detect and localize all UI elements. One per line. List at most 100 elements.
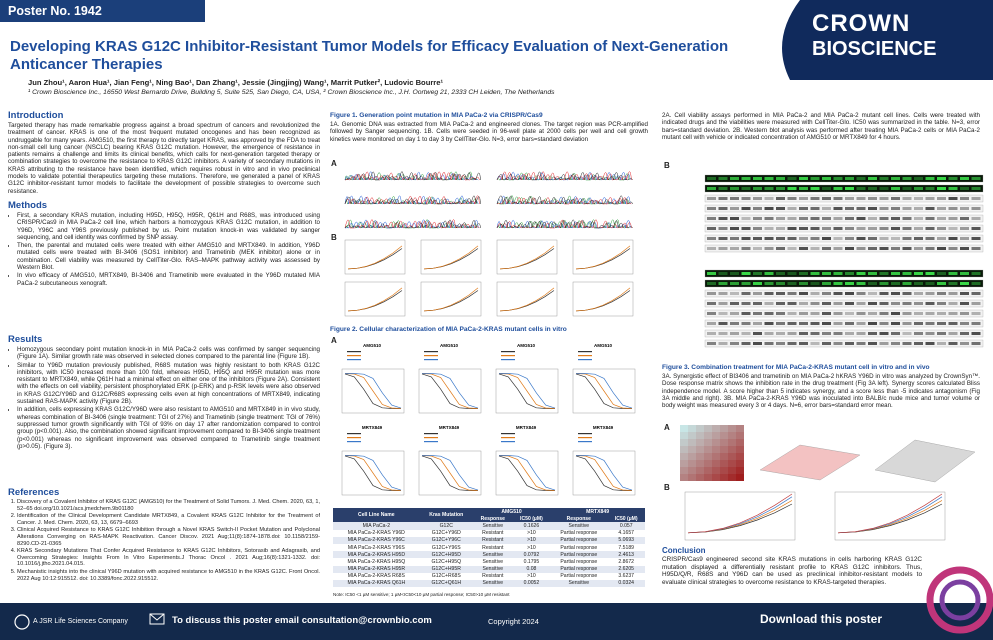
blot-band [787,217,797,220]
blot-band [741,272,751,275]
blot-band [741,227,751,230]
plot-line [837,503,943,534]
blot-band [960,272,969,275]
blot-band [833,197,843,200]
blot-band [776,207,785,210]
blot-band [764,272,774,275]
blot-band [925,247,935,250]
blot-band [718,322,728,325]
plot-line [421,455,479,491]
blot-band [764,322,774,325]
plot-frame [341,450,405,496]
blot-band [937,332,946,335]
table-cell: Sensitive [472,579,513,588]
blot-band [845,177,854,180]
blot-band [845,217,854,220]
blot-band [902,342,912,345]
table-cell: MIA PaCa-2-KRAS Y96S [347,544,405,551]
table-cell: Partial response [560,530,598,537]
heatmap-cell [704,474,712,481]
blot-band [845,322,854,325]
blot-band [971,302,981,305]
heatmap-cell [720,439,728,446]
table-cell: G12C+H95Q [431,558,462,565]
blot-band [960,207,969,210]
blot-band [845,187,854,190]
legend-swatch [347,441,361,443]
blot-band [914,187,923,190]
blot-band [741,302,751,305]
legend-swatch [347,351,361,353]
blot-band [810,187,820,190]
blot-band [799,282,808,285]
blot-band [810,217,820,220]
heatmap-cell [712,425,720,432]
blot-band [741,217,751,220]
table-cell: >10 [527,530,536,537]
blot-band [845,272,854,275]
plot-line [575,373,633,409]
blot-band [776,227,785,230]
blot-band [833,322,843,325]
blot-band [937,292,946,295]
table-cell: 0.08 [512,565,551,573]
heatmap-cell [680,439,688,446]
blot-band [845,282,854,285]
blot-band [960,342,969,345]
legend-swatch [501,355,515,357]
table-cell: MIA PaCa-2-KRAS Y96C [333,536,420,544]
figure-title: Figure 1. Generation point mutation in M… [330,112,543,119]
blot-band [730,332,739,335]
blot-band [776,282,785,285]
blot-band [764,247,774,250]
blot-band [902,237,912,240]
blot-band [879,332,889,335]
mail-icon [149,613,165,621]
download-link[interactable]: Download this poster [760,612,883,626]
blot-band [707,302,716,305]
blot-band [787,227,797,230]
plot-line [423,290,479,312]
blot-band [707,237,716,240]
blot-band [707,292,716,295]
blot-band [845,197,854,200]
blot-band [925,302,935,305]
blot-band [891,237,900,240]
heatmap-cell [720,446,728,453]
footer-contact[interactable]: To discuss this poster email consultatio… [172,615,432,626]
blot-band [833,302,843,305]
blot-band [833,237,843,240]
blot-band [822,177,831,180]
blot-band [948,272,958,275]
references-item: Clinical Acquired Resistance to KRAS G12… [17,527,320,547]
heatmap-cell [728,432,736,439]
chart-title: AMG510 [440,343,459,348]
blot-band [845,237,854,240]
table-cell: G12C+Y96C [419,536,473,544]
blot-band [868,177,877,180]
blot-band [776,177,785,180]
plot-line [498,373,556,409]
references-item: Mechanistic insights into the clinical Y… [17,569,320,582]
blot-band [971,292,981,295]
section-heading: Methods [8,200,48,211]
legend-swatch [578,437,592,439]
affiliations: ¹ Crown Bioscience Inc., 16550 West Bern… [28,89,555,96]
plot-frame [418,368,482,414]
blot-band [937,247,946,250]
legend-swatch [501,433,515,435]
blot-band [787,187,797,190]
table-cell: MIA PaCa-2-KRAS H95Q [347,558,406,565]
synergy-surface [874,439,976,483]
plot-line [575,290,631,312]
blot-band [822,227,831,230]
sequence-trace [496,171,633,181]
legend-swatch [424,351,438,353]
blot-band [822,282,831,285]
blot-band [833,207,843,210]
plot-line [421,373,479,409]
blot-band [845,207,854,210]
blot-band [925,342,935,345]
plot-line [498,455,556,491]
sequence-trace [496,171,631,181]
